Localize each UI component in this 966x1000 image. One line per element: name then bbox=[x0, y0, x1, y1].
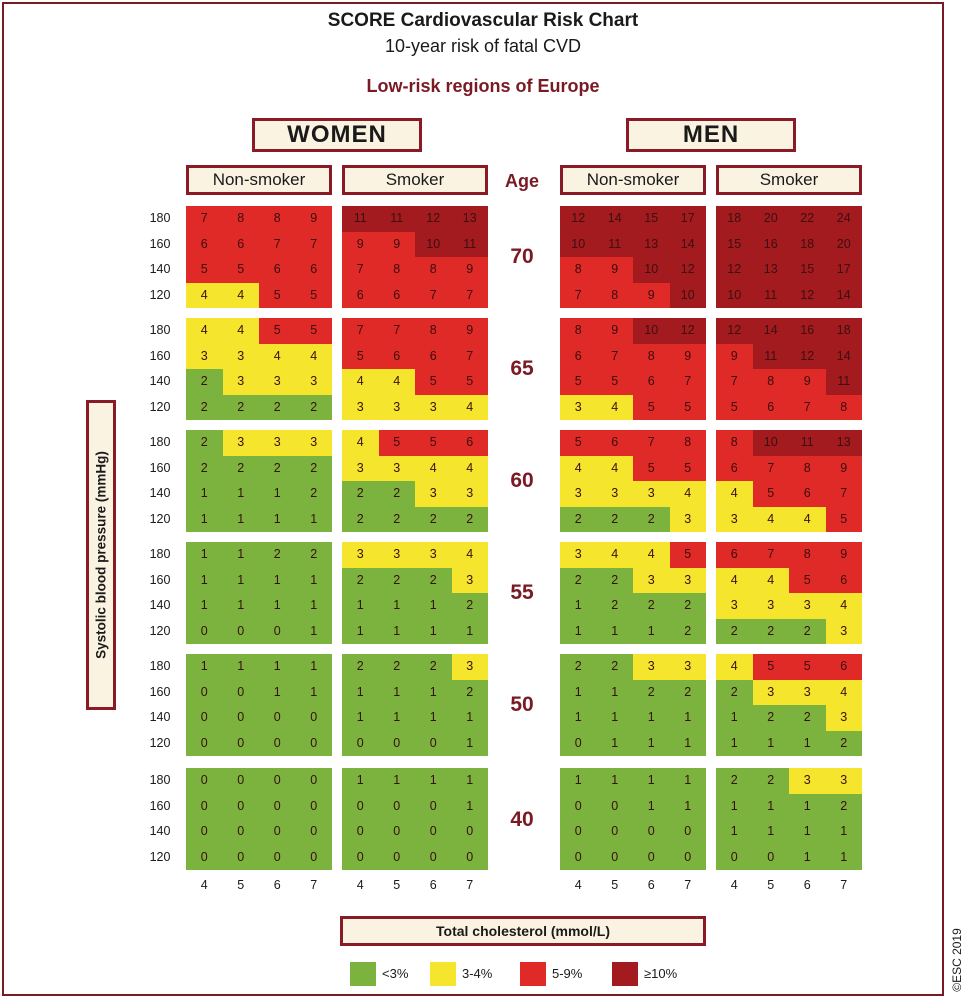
cholesterol-tick-label: 6 bbox=[429, 878, 437, 892]
sbp-tick-label: 160 bbox=[149, 572, 171, 587]
cholesterol-tick-label: 4 bbox=[730, 878, 738, 892]
legend-label-red: 5-9% bbox=[552, 966, 583, 981]
sbp-tick-label: 160 bbox=[149, 798, 171, 813]
sbp-tick-label: 160 bbox=[149, 348, 171, 363]
legend-label-green: <3% bbox=[382, 966, 409, 981]
cholesterol-tick-label: 6 bbox=[647, 878, 655, 892]
sbp-tick-label: 140 bbox=[149, 824, 171, 838]
age-label-50: 50 bbox=[510, 693, 534, 716]
y-axis-label: Systolic blood pressure (mmHg) bbox=[93, 451, 109, 659]
age-label-70: 70 bbox=[510, 245, 534, 268]
cholesterol-tick-label: 5 bbox=[611, 878, 619, 892]
sbp-tick-label: 120 bbox=[149, 623, 171, 638]
legend-swatch-green bbox=[350, 962, 376, 986]
sbp-tick-label: 120 bbox=[149, 735, 171, 750]
legend-label-yellow: 3-4% bbox=[462, 966, 493, 981]
age-label-55: 55 bbox=[510, 581, 534, 604]
women-non-smoker-header: Non-smoker bbox=[186, 165, 332, 195]
sbp-tick-label: 180 bbox=[149, 323, 171, 337]
legend-swatch-darkred bbox=[612, 962, 638, 986]
sbp-tick-label: 140 bbox=[149, 598, 171, 612]
men-smoker-header: Smoker bbox=[716, 165, 862, 195]
cholesterol-tick-label: 7 bbox=[466, 878, 474, 892]
sbp-tick-label: 180 bbox=[149, 435, 171, 449]
x-axis-label: Total cholesterol (mmol/L) bbox=[340, 916, 706, 946]
copyright-label: ©ESC 2019 bbox=[950, 928, 964, 992]
sbp-tick-label: 160 bbox=[149, 236, 171, 251]
sbp-tick-label: 120 bbox=[149, 511, 171, 526]
cholesterol-tick-label: 4 bbox=[200, 878, 208, 892]
legend-swatch-yellow bbox=[430, 962, 456, 986]
cholesterol-tick-label: 5 bbox=[767, 878, 775, 892]
sbp-tick-label: 160 bbox=[149, 460, 171, 475]
women-smoker-header: Smoker bbox=[342, 165, 488, 195]
sbp-tick-label: 120 bbox=[149, 287, 171, 302]
sbp-tick-label: 180 bbox=[149, 211, 171, 225]
cholesterol-tick-label: 6 bbox=[273, 878, 281, 892]
women-header: WOMEN bbox=[252, 118, 422, 152]
sbp-tick-label: 140 bbox=[149, 710, 171, 724]
chart-title: SCORE Cardiovascular Risk Chart bbox=[327, 10, 639, 31]
y-axis-label-box bbox=[86, 400, 116, 710]
sbp-tick-label: 140 bbox=[149, 486, 171, 500]
men-non-smoker-header: Non-smoker bbox=[560, 165, 706, 195]
age-label-65: 65 bbox=[510, 357, 534, 380]
sbp-tick-label: 160 bbox=[149, 684, 171, 699]
legend-swatch-red bbox=[520, 962, 546, 986]
sbp-tick-label: 120 bbox=[149, 399, 171, 414]
cholesterol-tick-label: 7 bbox=[684, 878, 692, 892]
sbp-tick-label: 120 bbox=[149, 849, 171, 864]
cholesterol-tick-label: 6 bbox=[803, 878, 811, 892]
sbp-tick-label: 180 bbox=[149, 773, 171, 787]
cholesterol-tick-label: 5 bbox=[393, 878, 401, 892]
cholesterol-tick-label: 7 bbox=[840, 878, 848, 892]
sbp-tick-label: 180 bbox=[149, 659, 171, 673]
age-header: Age bbox=[504, 171, 539, 191]
age-label-60: 60 bbox=[510, 469, 534, 492]
cholesterol-tick-label: 4 bbox=[356, 878, 364, 892]
chart-subtitle: 10-year risk of fatal CVD bbox=[384, 36, 582, 56]
sbp-tick-label: 140 bbox=[149, 374, 171, 388]
legend-label-darkred: ≥10% bbox=[644, 966, 678, 981]
cholesterol-tick-label: 7 bbox=[310, 878, 318, 892]
region-label: Low-risk regions of Europe bbox=[366, 76, 600, 96]
age-label-40: 40 bbox=[510, 808, 534, 831]
men-header: MEN bbox=[626, 118, 796, 152]
sbp-tick-label: 140 bbox=[149, 262, 171, 276]
cholesterol-tick-label: 5 bbox=[237, 878, 245, 892]
cholesterol-tick-label: 4 bbox=[574, 878, 582, 892]
sbp-tick-label: 180 bbox=[149, 547, 171, 561]
